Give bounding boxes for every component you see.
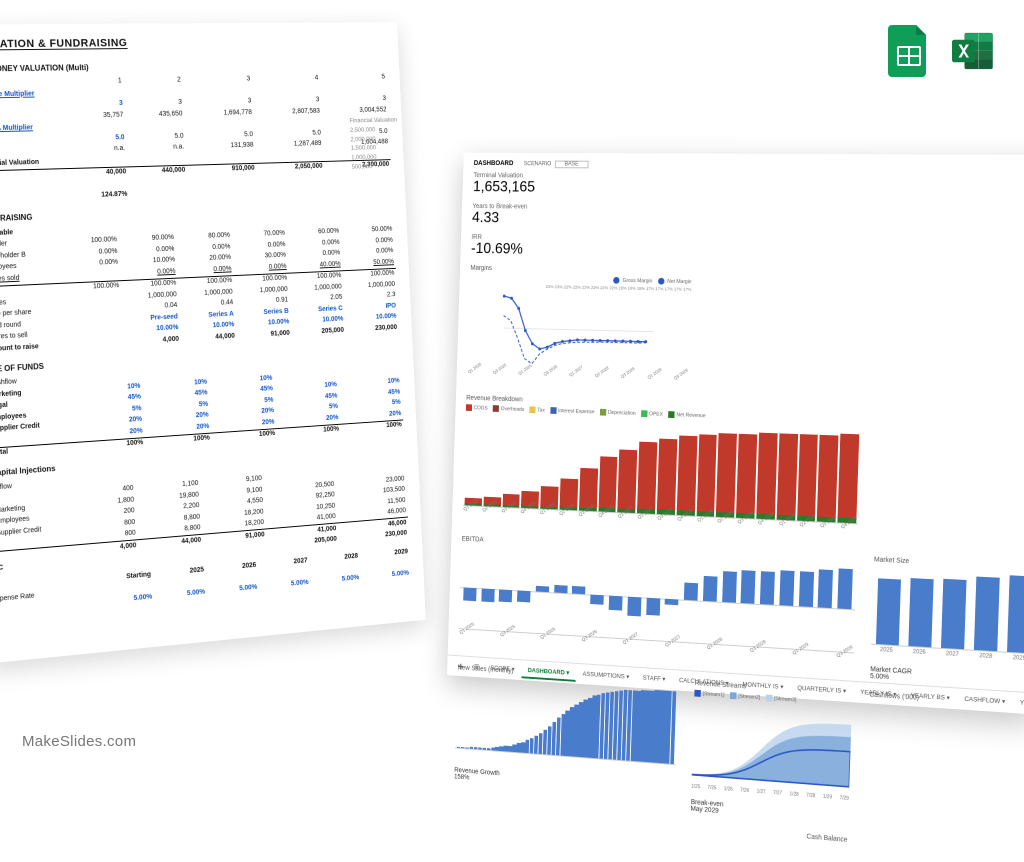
captable: Cap Table Founder100.00%90.00%80.00%70.0… bbox=[0, 214, 399, 356]
tab-yearly-balance[interactable]: YEARLY BALANCE ▾ bbox=[1013, 695, 1024, 715]
dashboard-header: DASHBOARD SCENARIOBASE bbox=[474, 160, 1024, 170]
tab-monthly-is[interactable]: MONTHLY IS ▾ bbox=[736, 677, 791, 696]
excel-icon bbox=[952, 25, 994, 77]
watermark: MakeSlides.com bbox=[22, 733, 136, 750]
years-to-breakeven: Years to Break-even4.33 bbox=[472, 203, 694, 229]
cashflows-title: Cashflows ('000) bbox=[865, 692, 1024, 840]
sheet-title: VALUATION & FUNDRAISING bbox=[0, 33, 385, 53]
scenario-select[interactable]: BASE bbox=[555, 160, 589, 168]
premoney-table: 12345 Revenue Multiplier 33333 35,757435… bbox=[0, 72, 392, 205]
tab-yearly-is[interactable]: YEARLY IS ▾ bbox=[853, 684, 904, 703]
tab-scope[interactable]: SCOPE ▾ bbox=[484, 660, 522, 677]
valuation-spreadsheet: VALUATION & FUNDRAISING PRE-MONEY VALUAT… bbox=[0, 22, 426, 664]
sheets-menu-button[interactable]: ≡ bbox=[470, 662, 482, 673]
tab-staff[interactable]: STAFF ▾ bbox=[636, 670, 673, 688]
tab-dashboard[interactable]: DASHBOARD ▾ bbox=[521, 663, 576, 682]
irr: IRR-10.69% bbox=[471, 234, 693, 261]
tab-quarterly-is[interactable]: QUARTERLY IS ▾ bbox=[791, 680, 854, 700]
tab-cashflow[interactable]: CASHFLOW ▾ bbox=[957, 691, 1013, 711]
app-icons bbox=[888, 25, 994, 77]
dashboard-spreadsheet: DASHBOARD SCENARIOBASE Revenue Breakdown… bbox=[447, 153, 1024, 715]
add-sheet-button[interactable]: + bbox=[452, 659, 469, 673]
cash-balance-title: Cash Balance bbox=[690, 824, 848, 847]
tab-calculations[interactable]: CALCULATIONS ▾ bbox=[672, 672, 736, 692]
tab-assumptions[interactable]: ASSUMPTIONS ▾ bbox=[576, 666, 637, 685]
revenue-breakdown-chart: Revenue Breakdown COGSOverheadsTaxIntere… bbox=[462, 395, 862, 544]
terminal-valuation: Terminal Valuation1,653,165 bbox=[473, 172, 695, 197]
ebitda-chart: EBITDA Q1 2025Q3 2025Q1 2026Q3 2026Q1 20… bbox=[458, 536, 857, 679]
margins-chart: Margins Gross Margin Net Margin 23% 23% … bbox=[467, 265, 692, 391]
revenue-streams-svg bbox=[692, 698, 852, 792]
margins-svg bbox=[467, 287, 691, 373]
mini-valuation-chart: Financial Valuation 2,500,000 2,000,000 … bbox=[349, 114, 464, 172]
market-size-chart: Market Size 20252026202720282029 Market … bbox=[870, 557, 1024, 691]
kpi-panel: Terminal Valuation1,653,165 Years to Bre… bbox=[467, 172, 695, 390]
google-sheets-icon bbox=[888, 25, 930, 77]
revenue-streams-chart: Revenue Streams [Stream1][Stream2][Strea… bbox=[690, 680, 852, 825]
tab-yearly-bs[interactable]: YEARLY BS ▾ bbox=[904, 688, 958, 707]
